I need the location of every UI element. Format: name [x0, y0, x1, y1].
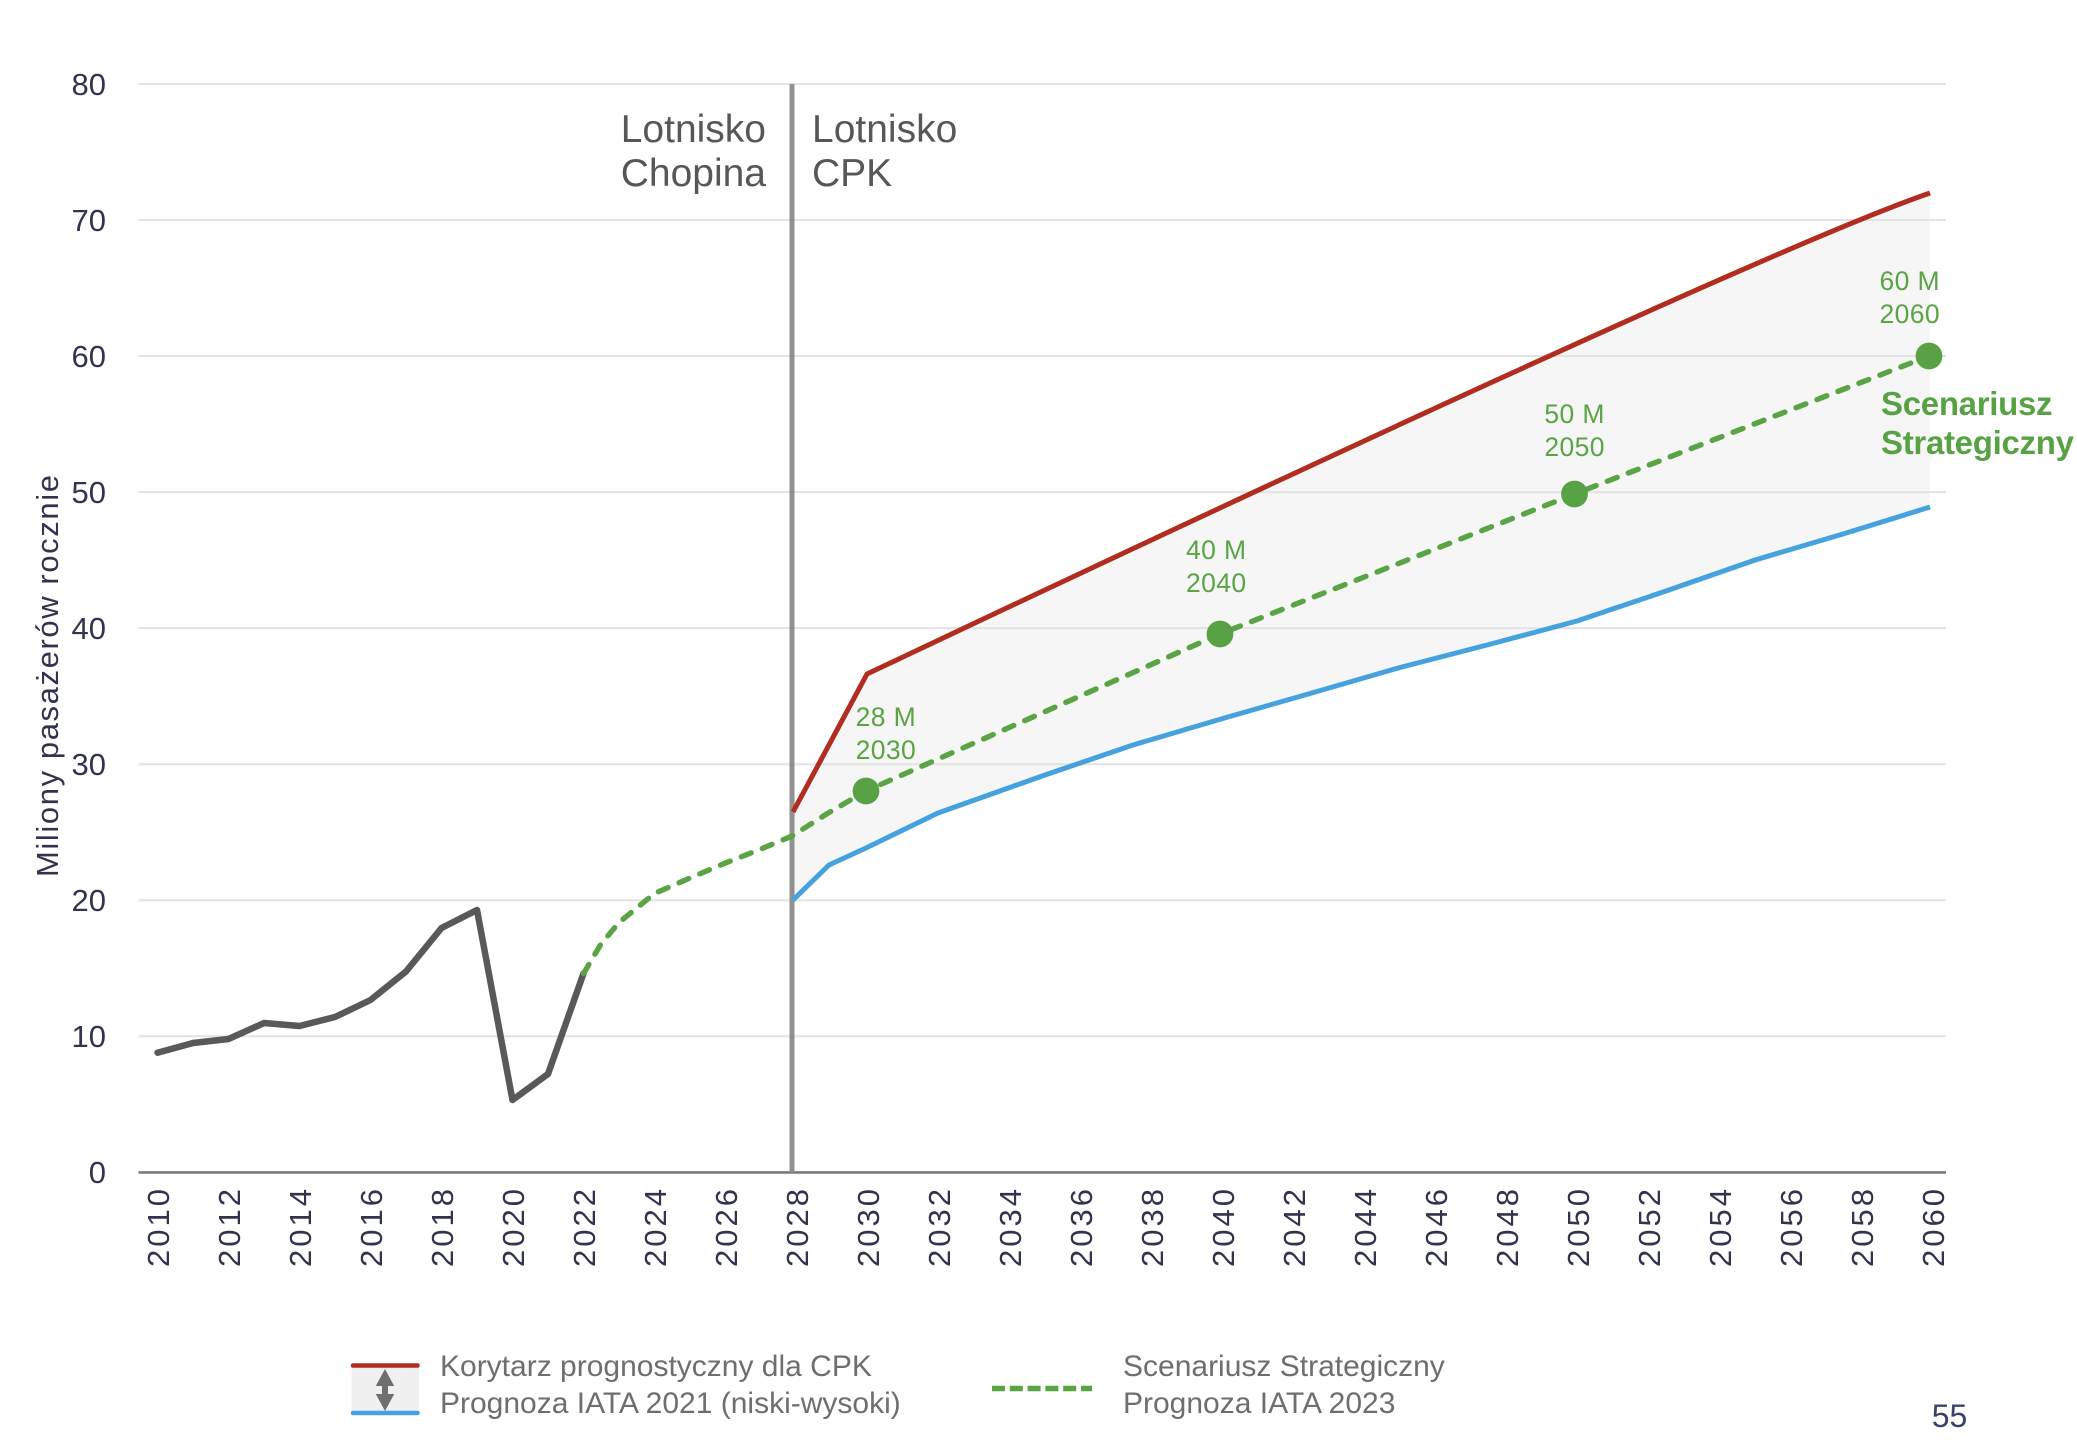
- svg-text:2052: 2052: [1632, 1186, 1667, 1267]
- svg-text:50 M: 50 M: [1544, 399, 1605, 429]
- svg-text:40 M: 40 M: [1186, 535, 1247, 565]
- svg-text:2042: 2042: [1277, 1186, 1312, 1267]
- svg-text:2038: 2038: [1135, 1186, 1170, 1267]
- svg-text:2020: 2020: [496, 1186, 531, 1267]
- svg-text:2058: 2058: [1845, 1186, 1880, 1267]
- svg-text:2060: 2060: [1880, 299, 1941, 329]
- svg-text:10: 10: [72, 1019, 106, 1054]
- svg-text:Korytarz prognostyczny dla CPK: Korytarz prognostyczny dla CPK: [440, 1350, 872, 1383]
- svg-text:2028: 2028: [780, 1186, 815, 1267]
- svg-text:40: 40: [72, 611, 106, 646]
- svg-text:0: 0: [89, 1155, 106, 1190]
- svg-text:2040: 2040: [1186, 568, 1247, 598]
- svg-text:28 M: 28 M: [856, 702, 917, 732]
- svg-text:2040: 2040: [1206, 1186, 1241, 1267]
- svg-text:2050: 2050: [1544, 432, 1605, 462]
- svg-text:2054: 2054: [1703, 1186, 1738, 1267]
- svg-text:20: 20: [72, 883, 106, 918]
- svg-text:Scenariusz: Scenariusz: [1881, 385, 2052, 422]
- svg-text:Prognoza IATA 2023: Prognoza IATA 2023: [1123, 1387, 1395, 1420]
- svg-text:2046: 2046: [1419, 1186, 1454, 1267]
- svg-text:2030: 2030: [851, 1186, 886, 1267]
- svg-text:60: 60: [72, 339, 106, 374]
- svg-text:2048: 2048: [1490, 1186, 1525, 1267]
- svg-text:55: 55: [1932, 1398, 1968, 1434]
- svg-text:2044: 2044: [1348, 1186, 1383, 1267]
- svg-text:2010: 2010: [141, 1186, 176, 1267]
- svg-text:2030: 2030: [856, 735, 917, 765]
- svg-text:Scenariusz Strategiczny: Scenariusz Strategiczny: [1123, 1350, 1445, 1383]
- svg-text:2036: 2036: [1064, 1186, 1099, 1267]
- svg-text:Chopina: Chopina: [621, 152, 767, 195]
- svg-text:2026: 2026: [709, 1186, 744, 1267]
- svg-text:2050: 2050: [1561, 1186, 1596, 1267]
- svg-text:Lotnisko: Lotnisko: [621, 108, 766, 151]
- svg-text:2056: 2056: [1774, 1186, 1809, 1267]
- svg-text:Miliony pasażerów rocznie: Miliony pasażerów rocznie: [30, 473, 65, 877]
- svg-text:Strategiczny: Strategiczny: [1881, 424, 2075, 461]
- svg-text:2018: 2018: [425, 1186, 460, 1267]
- svg-text:Prognoza IATA 2021 (niski-wyso: Prognoza IATA 2021 (niski-wysoki): [440, 1387, 901, 1420]
- svg-text:2014: 2014: [283, 1186, 318, 1267]
- svg-text:2060: 2060: [1916, 1186, 1951, 1267]
- svg-text:Lotnisko: Lotnisko: [812, 108, 957, 151]
- svg-text:80: 80: [72, 67, 106, 102]
- svg-text:70: 70: [72, 203, 106, 238]
- svg-text:2024: 2024: [638, 1186, 673, 1267]
- svg-text:CPK: CPK: [812, 152, 892, 195]
- svg-text:2016: 2016: [354, 1186, 389, 1267]
- svg-text:2032: 2032: [922, 1186, 957, 1267]
- svg-text:2022: 2022: [567, 1186, 602, 1267]
- svg-text:2012: 2012: [212, 1186, 247, 1267]
- svg-text:50: 50: [72, 475, 106, 510]
- svg-text:2034: 2034: [993, 1186, 1028, 1267]
- svg-text:30: 30: [72, 747, 106, 782]
- svg-text:60 M: 60 M: [1880, 266, 1941, 296]
